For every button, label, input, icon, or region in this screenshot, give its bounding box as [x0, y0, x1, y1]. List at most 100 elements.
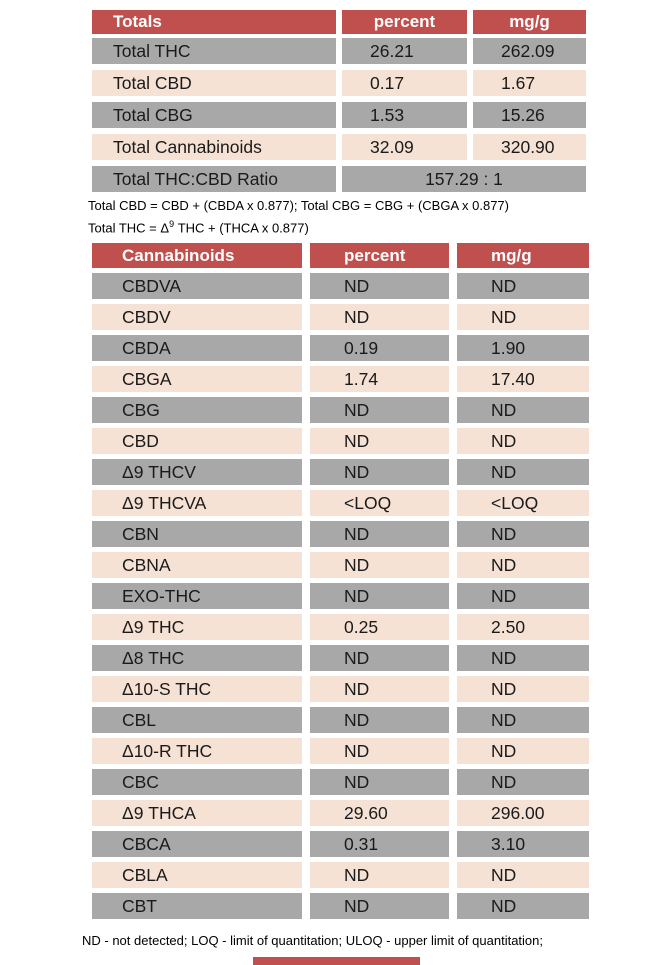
next-table-header-partial-bar: [253, 957, 420, 965]
analyte-label: CBC: [92, 769, 302, 795]
percent-value: 32.09: [342, 134, 467, 160]
analyte-label: CBDA: [92, 335, 302, 361]
mgg-value: ND: [457, 676, 589, 702]
mgg-value: ND: [457, 459, 589, 485]
analyte-label: CBL: [92, 707, 302, 733]
cannabinoid-table-row: Δ9 THCVA <LOQ <LOQ: [92, 490, 589, 516]
percent-value: <LOQ: [310, 490, 449, 516]
percent-value: ND: [310, 893, 449, 919]
analyte-label: Δ9 THCVA: [92, 490, 302, 516]
analyte-label: Total THC: [92, 38, 336, 64]
analyte-label: Δ8 THC: [92, 645, 302, 671]
totals-table-row: Total Cannabinoids 32.09 320.90: [92, 134, 586, 160]
percent-value: ND: [310, 676, 449, 702]
mgg-value: 2.50: [457, 614, 589, 640]
percent-value: ND: [310, 428, 449, 454]
analyte-label: Δ9 THCV: [92, 459, 302, 485]
mgg-value: ND: [457, 428, 589, 454]
cannabinoid-table-row: CBDV ND ND: [92, 304, 589, 330]
analyte-label: Total Cannabinoids: [92, 134, 336, 160]
cannabinoid-table-row: CBGA 1.74 17.40: [92, 366, 589, 392]
mgg-value: 262.09: [473, 38, 586, 64]
mgg-value: ND: [457, 645, 589, 671]
totals-table-row: Total CBD 0.17 1.67: [92, 70, 586, 96]
analyte-label: CBT: [92, 893, 302, 919]
ratio-label: Total THC:CBD Ratio: [92, 166, 336, 192]
totals-header-mgg: mg/g: [473, 10, 586, 34]
cannabinoids-header-mgg: mg/g: [457, 243, 589, 268]
cannabinoids-header-row: Cannabinoids percent mg/g: [92, 243, 589, 268]
totals-ratio-row: Total THC:CBD Ratio 157.29 : 1: [92, 166, 586, 192]
mgg-value: ND: [457, 273, 589, 299]
cannabinoid-table-row: CBCA 0.31 3.10: [92, 831, 589, 857]
totals-table-body: Total THC 26.21 262.09 Total CBD 0.17 1.…: [92, 38, 586, 160]
analyte-label: CBGA: [92, 366, 302, 392]
mgg-value: ND: [457, 552, 589, 578]
analyte-label: Total CBG: [92, 102, 336, 128]
percent-value: ND: [310, 738, 449, 764]
analyte-label: CBG: [92, 397, 302, 423]
analyte-label: Δ10-R THC: [92, 738, 302, 764]
cannabinoid-table-row: EXO-THC ND ND: [92, 583, 589, 609]
percent-value: ND: [310, 769, 449, 795]
mgg-value: ND: [457, 521, 589, 547]
analyte-label: Δ10-S THC: [92, 676, 302, 702]
analyte-label: CBDVA: [92, 273, 302, 299]
analyte-label: CBNA: [92, 552, 302, 578]
mgg-value: 296.00: [457, 800, 589, 826]
mgg-value: ND: [457, 862, 589, 888]
mgg-value: 1.67: [473, 70, 586, 96]
percent-value: 1.74: [310, 366, 449, 392]
mgg-value: ND: [457, 893, 589, 919]
mgg-value: <LOQ: [457, 490, 589, 516]
cannabinoids-header-label: Cannabinoids: [92, 243, 302, 268]
totals-header-percent: percent: [342, 10, 467, 34]
mgg-value: 320.90: [473, 134, 586, 160]
percent-value: 0.25: [310, 614, 449, 640]
percent-value: ND: [310, 304, 449, 330]
percent-value: ND: [310, 645, 449, 671]
analyte-label: CBLA: [92, 862, 302, 888]
cannabinoid-table-row: CBD ND ND: [92, 428, 589, 454]
percent-value: ND: [310, 459, 449, 485]
mgg-value: ND: [457, 769, 589, 795]
analyte-label: Total CBD: [92, 70, 336, 96]
mgg-value: ND: [457, 304, 589, 330]
totals-table-row: Total CBG 1.53 15.26: [92, 102, 586, 128]
abbreviations-footer-note: ND - not detected; LOQ - limit of quanti…: [82, 933, 543, 948]
mgg-value: ND: [457, 397, 589, 423]
mgg-value: ND: [457, 707, 589, 733]
percent-value: ND: [310, 862, 449, 888]
percent-value: ND: [310, 552, 449, 578]
mgg-value: ND: [457, 583, 589, 609]
percent-value: 29.60: [310, 800, 449, 826]
totals-table: Totals percent mg/g Total THC 26.21 262.…: [92, 10, 586, 192]
cannabinoid-table-row: CBT ND ND: [92, 893, 589, 919]
cannabinoid-table-row: CBL ND ND: [92, 707, 589, 733]
delta-superscript: 9: [169, 219, 175, 229]
mgg-value: 1.90: [457, 335, 589, 361]
cannabinoids-table-body: CBDVA ND ND CBDV ND ND CBDA 0.19 1.90 CB…: [92, 273, 589, 919]
percent-value: ND: [310, 583, 449, 609]
analyte-label: CBCA: [92, 831, 302, 857]
percent-value: ND: [310, 397, 449, 423]
percent-value: ND: [310, 521, 449, 547]
cannabinoid-table-row: CBLA ND ND: [92, 862, 589, 888]
cannabinoids-header-percent: percent: [310, 243, 449, 268]
cannabinoid-table-row: CBDVA ND ND: [92, 273, 589, 299]
percent-value: 26.21: [342, 38, 467, 64]
cannabinoid-table-row: CBNA ND ND: [92, 552, 589, 578]
cannabinoid-table-row: Δ8 THC ND ND: [92, 645, 589, 671]
totals-table-row: Total THC 26.21 262.09: [92, 38, 586, 64]
cannabinoid-table-row: Δ9 THC 0.25 2.50: [92, 614, 589, 640]
ratio-value: 157.29 : 1: [342, 166, 586, 192]
mgg-value: 17.40: [457, 366, 589, 392]
percent-value: 0.19: [310, 335, 449, 361]
totals-header-row: Totals percent mg/g: [92, 10, 586, 34]
mgg-value: ND: [457, 738, 589, 764]
cannabinoid-table-row: CBN ND ND: [92, 521, 589, 547]
footnote-line-1: Total CBD = CBD + (CBDA x 0.877); Total …: [88, 198, 509, 213]
percent-value: 0.17: [342, 70, 467, 96]
totals-header-label: Totals: [92, 10, 336, 34]
